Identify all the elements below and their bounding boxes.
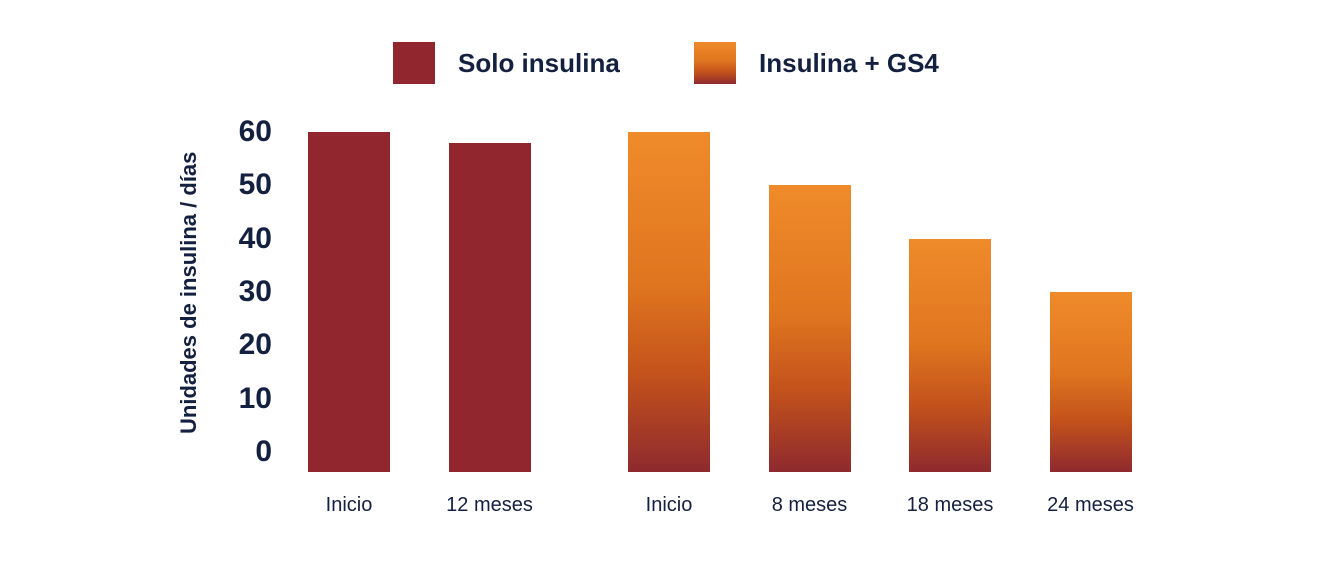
- legend-swatch-insulina-gs4: [694, 42, 736, 84]
- legend-item-insulina-gs4: Insulina + GS4: [694, 42, 939, 84]
- legend-label-solo-insulina: Solo insulina: [458, 47, 620, 78]
- bar-insulina-gs4-inicio: [628, 132, 710, 472]
- x-label-insulina-gs4-inicio: Inicio: [645, 494, 693, 516]
- legend-swatch-solo-insulina: [393, 42, 435, 84]
- legend-item-solo-insulina: Solo insulina: [393, 42, 620, 84]
- y-tick-10: 10: [238, 381, 272, 415]
- x-label-solo-insulina-inicio: Inicio: [325, 494, 373, 516]
- y-tick-60: 60: [238, 115, 272, 148]
- y-tick-0: 0: [255, 435, 272, 468]
- bar-insulina-gs4-8-meses: [768, 185, 851, 472]
- bar-solo-insulina-inicio: [308, 132, 390, 472]
- bar-insulina-gs4-24-meses: [1049, 292, 1132, 472]
- bar-insulina-gs4-18-meses: [909, 238, 991, 472]
- y-tick-20: 20: [238, 328, 272, 362]
- legend-label-insulina-gs4: Insulina + GS4: [759, 47, 939, 78]
- y-tick-40: 40: [238, 221, 272, 255]
- y-tick-30: 30: [238, 275, 272, 308]
- bar-solo-insulina-12-meses: [448, 142, 531, 472]
- y-tick-50: 50: [238, 168, 272, 202]
- x-label-insulina-gs4-8-meses: 8 meses: [771, 494, 848, 516]
- x-label-solo-insulina-12-meses: 12 meses: [446, 494, 533, 516]
- x-label-insulina-gs4-18-meses: 18 meses: [906, 494, 994, 516]
- x-label-insulina-gs4-24-meses: 24 meses: [1047, 494, 1134, 516]
